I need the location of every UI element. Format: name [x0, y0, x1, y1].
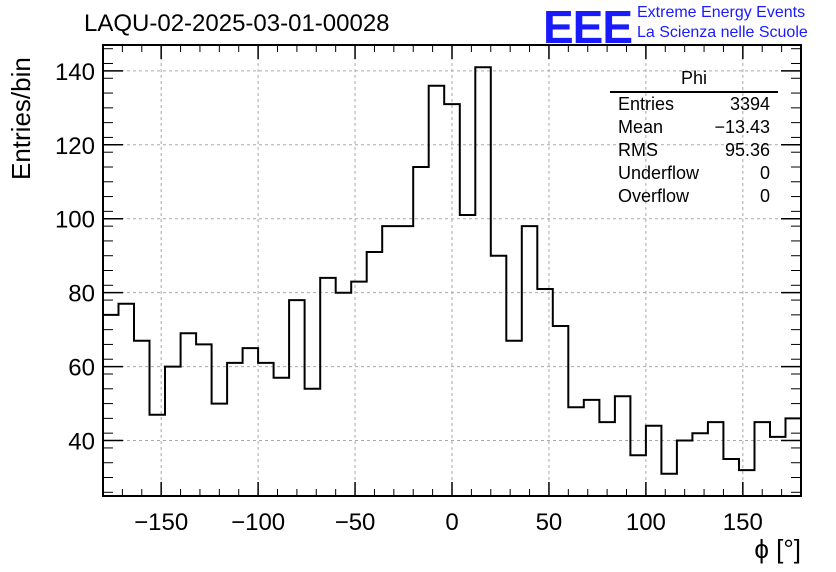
stats-title: Phi: [610, 68, 778, 93]
x-tick-label: 0: [445, 509, 458, 536]
histogram-series: [103, 66, 801, 475]
stats-value: 0: [759, 163, 770, 183]
stats-label: Overflow: [618, 186, 690, 206]
y-axis-label: Entries/bin: [6, 57, 36, 180]
stats-row-entries: Entries 3394: [610, 93, 778, 116]
x-tick-label: −100: [231, 509, 285, 536]
stats-row-mean: Mean −13.43: [610, 116, 778, 139]
x-tick-labels: −150 −100 −50 0 50 100 150: [134, 509, 763, 536]
stats-row-underflow: Underflow 0: [610, 162, 778, 185]
y-tick-label: 80: [68, 281, 95, 308]
x-tick-label: 50: [536, 509, 563, 536]
x-tick-label: 150: [723, 509, 763, 536]
grid-lines: [103, 45, 801, 496]
logo-line-1: Extreme Energy Events: [637, 4, 806, 21]
stats-value: −13.43: [714, 117, 770, 137]
x-tick-label: 100: [626, 509, 666, 536]
y-tick-label: 120: [55, 133, 95, 160]
stats-row-overflow: Overflow 0: [610, 185, 778, 208]
stats-value: 0: [759, 186, 770, 206]
stats-value: 95.36: [724, 140, 770, 160]
chart-title: LAQU-02-2025-03-01-00028: [84, 10, 390, 37]
y-tick-label: 100: [55, 207, 95, 234]
y-tick-labels: 40 60 80 100 120 140: [55, 59, 95, 456]
stats-label: RMS: [618, 140, 658, 160]
y-tick-label: 60: [68, 355, 95, 382]
x-tick-label: −50: [335, 509, 376, 536]
stats-box: Phi Entries 3394 Mean −13.43 RMS 95.36 U…: [610, 68, 778, 208]
stats-label: Underflow: [618, 163, 700, 183]
eee-logo: EEE: [543, 1, 633, 53]
stats-label: Entries: [618, 94, 675, 114]
axis-ticks: [103, 45, 801, 496]
stats-row-rms: RMS 95.36: [610, 139, 778, 162]
y-tick-label: 40: [68, 429, 95, 456]
stats-label: Mean: [618, 117, 664, 137]
x-axis-label: ϕ [°]: [754, 534, 801, 564]
stats-value: 3394: [729, 94, 770, 114]
x-tick-label: −150: [134, 509, 188, 536]
y-tick-label: 140: [55, 59, 95, 86]
logo-line-2: La Scienza nelle Scuole: [637, 24, 808, 41]
